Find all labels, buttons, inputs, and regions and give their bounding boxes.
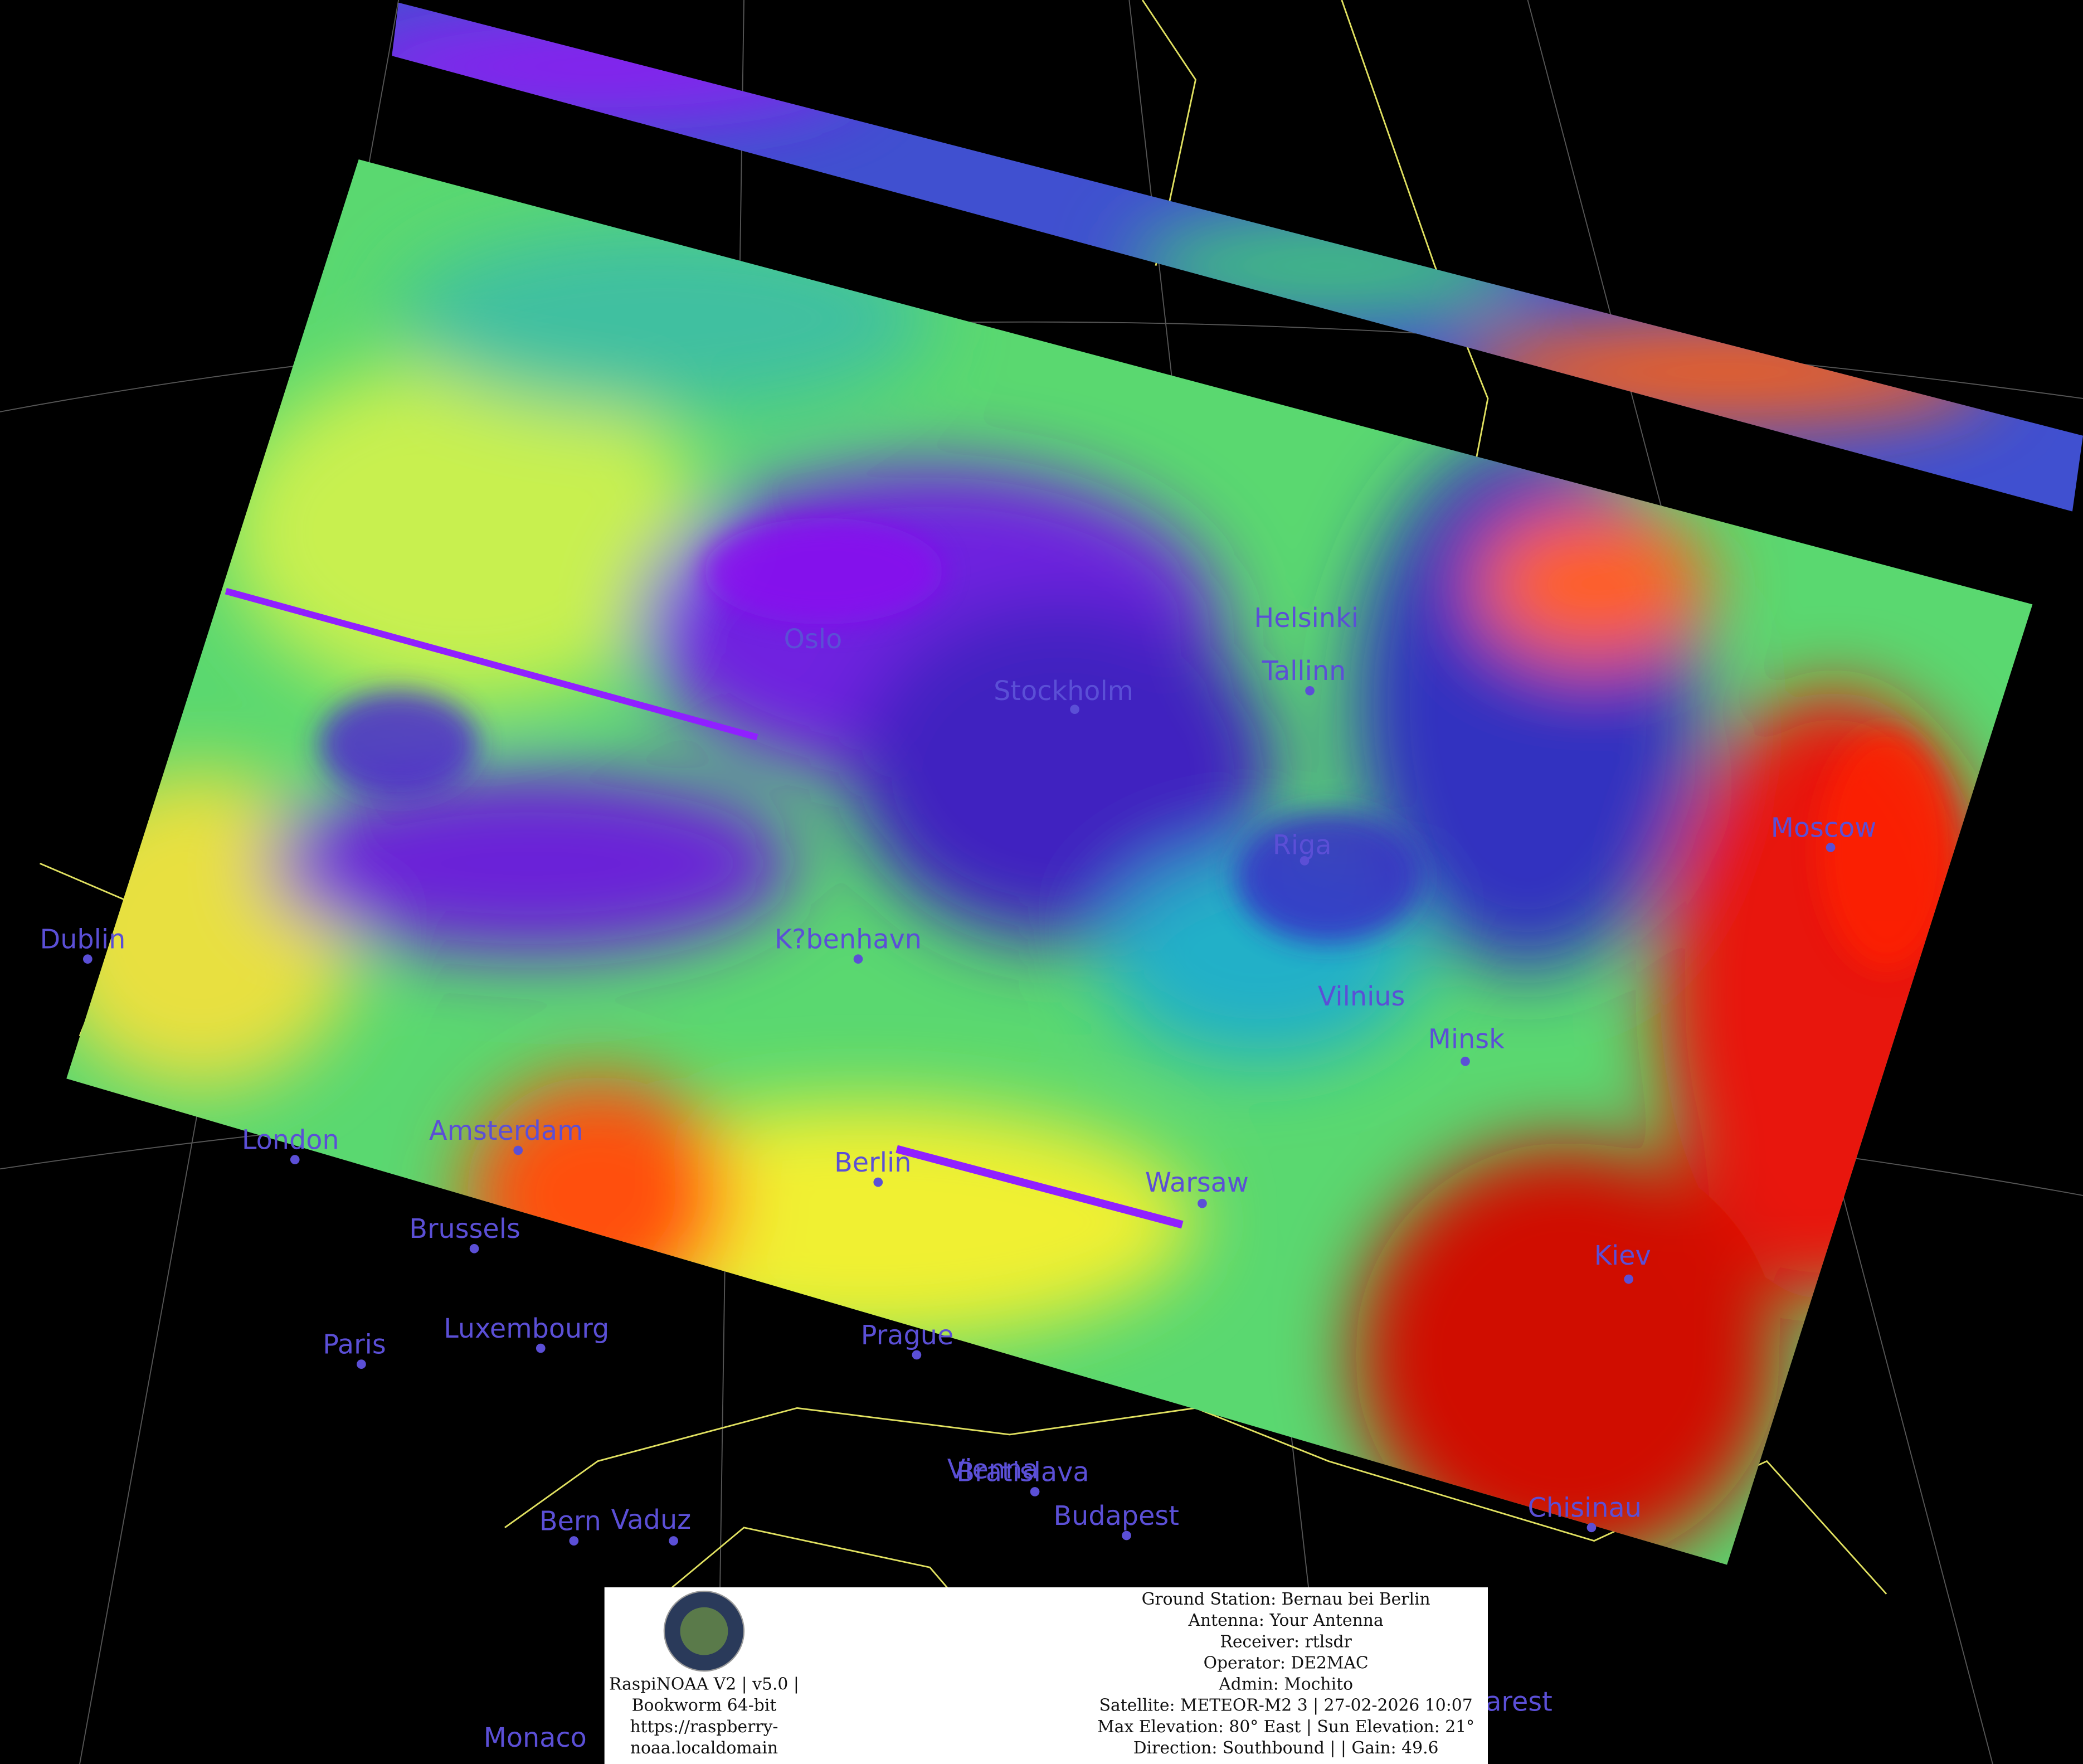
city-label: Prague: [861, 1320, 954, 1351]
city-dot: [1305, 686, 1315, 696]
info-left: noaa.localdomain: [630, 1738, 778, 1758]
info-left: https://raspberry-: [630, 1717, 778, 1737]
city-dot: [569, 1536, 579, 1546]
info-box: RaspiNOAA V2 | v5.0 | Bookworm 64-bithttp…: [604, 1587, 1488, 1764]
city-dot: [1122, 1530, 1131, 1541]
city-dot: [357, 1359, 366, 1369]
city-label: Vilnius: [1318, 981, 1405, 1012]
city-label: Minsk: [1428, 1024, 1505, 1054]
city-label: Stockholm: [994, 676, 1133, 707]
city-label: Chisinau: [1528, 1493, 1642, 1524]
city-label: Vaduz: [611, 1505, 692, 1535]
city-dot: [513, 1145, 523, 1155]
city-label: K?benhavn: [775, 925, 922, 955]
city-dot: [290, 1155, 300, 1164]
city-label: Paris: [323, 1330, 386, 1360]
info-right: Admin: Mochito: [1218, 1675, 1353, 1694]
city-label: Vienna: [947, 1455, 1039, 1485]
city-dot: [912, 1350, 922, 1360]
city-label: arest: [1485, 1687, 1552, 1718]
city-dot: [82, 954, 93, 964]
city-dot: [853, 954, 863, 964]
city-label: Amsterdam: [429, 1116, 583, 1146]
city-label: Helsinki: [1254, 603, 1359, 634]
info-right: Direction: Southbound | | Gain: 49.6: [1133, 1738, 1439, 1758]
city-dot: [1826, 843, 1836, 852]
city-label: Warsaw: [1145, 1168, 1249, 1198]
info-right: Max Elevation: 80° East | Sun Elevation:…: [1097, 1717, 1474, 1737]
info-right: Satellite: METEOR-M2 3 | 27-02-2026 10:0…: [1099, 1696, 1473, 1716]
city-label: Berlin: [834, 1148, 911, 1178]
city-dot: [536, 1343, 546, 1353]
info-left: RaspiNOAA V2 | v5.0 |: [609, 1675, 799, 1694]
city-dot: [1070, 704, 1079, 715]
info-right: Antenna: Your Antenna: [1188, 1611, 1384, 1630]
city-dot: [873, 1177, 883, 1187]
city-label: Moscow: [1771, 813, 1876, 843]
city-dots: [82, 686, 1836, 1546]
city-dot: [469, 1243, 479, 1253]
city-label: Tallinn: [1262, 656, 1346, 687]
city-labels: Oslo Stockholm Helsinki Tallinn Riga Moscow Du…: [40, 603, 1877, 1753]
city-dot: [1586, 1523, 1597, 1533]
city-label: Bratislava: [956, 1457, 1089, 1488]
city-dot: [1461, 1056, 1470, 1066]
city-label: Monaco: [484, 1723, 587, 1753]
info-panel: [604, 1587, 1488, 1764]
city-dot: [1198, 1198, 1207, 1208]
info-right: Receiver: rtlsdr: [1220, 1632, 1352, 1651]
logo-inner: [680, 1607, 728, 1655]
city-label: Luxembourg: [444, 1314, 609, 1344]
city-label: Bern: [539, 1507, 601, 1537]
info-right: Ground Station: Bernau bei Berlin: [1142, 1590, 1430, 1609]
city-label: Dublin: [40, 925, 126, 955]
info-right: Operator: DE2MAC: [1204, 1653, 1369, 1673]
city-dot: [1624, 1274, 1634, 1284]
city-label: Oslo: [784, 624, 843, 655]
city-label: Brussels: [409, 1214, 520, 1245]
city-label: Kiev: [1594, 1241, 1651, 1271]
city-dot: [1030, 1487, 1040, 1496]
info-left: Bookworm 64-bit: [632, 1696, 777, 1716]
city-label: Budapest: [1053, 1501, 1179, 1532]
city-label: Riga: [1273, 830, 1332, 861]
city-dot: [1300, 856, 1310, 866]
city-label: London: [242, 1125, 339, 1156]
city-dot: [669, 1536, 678, 1546]
